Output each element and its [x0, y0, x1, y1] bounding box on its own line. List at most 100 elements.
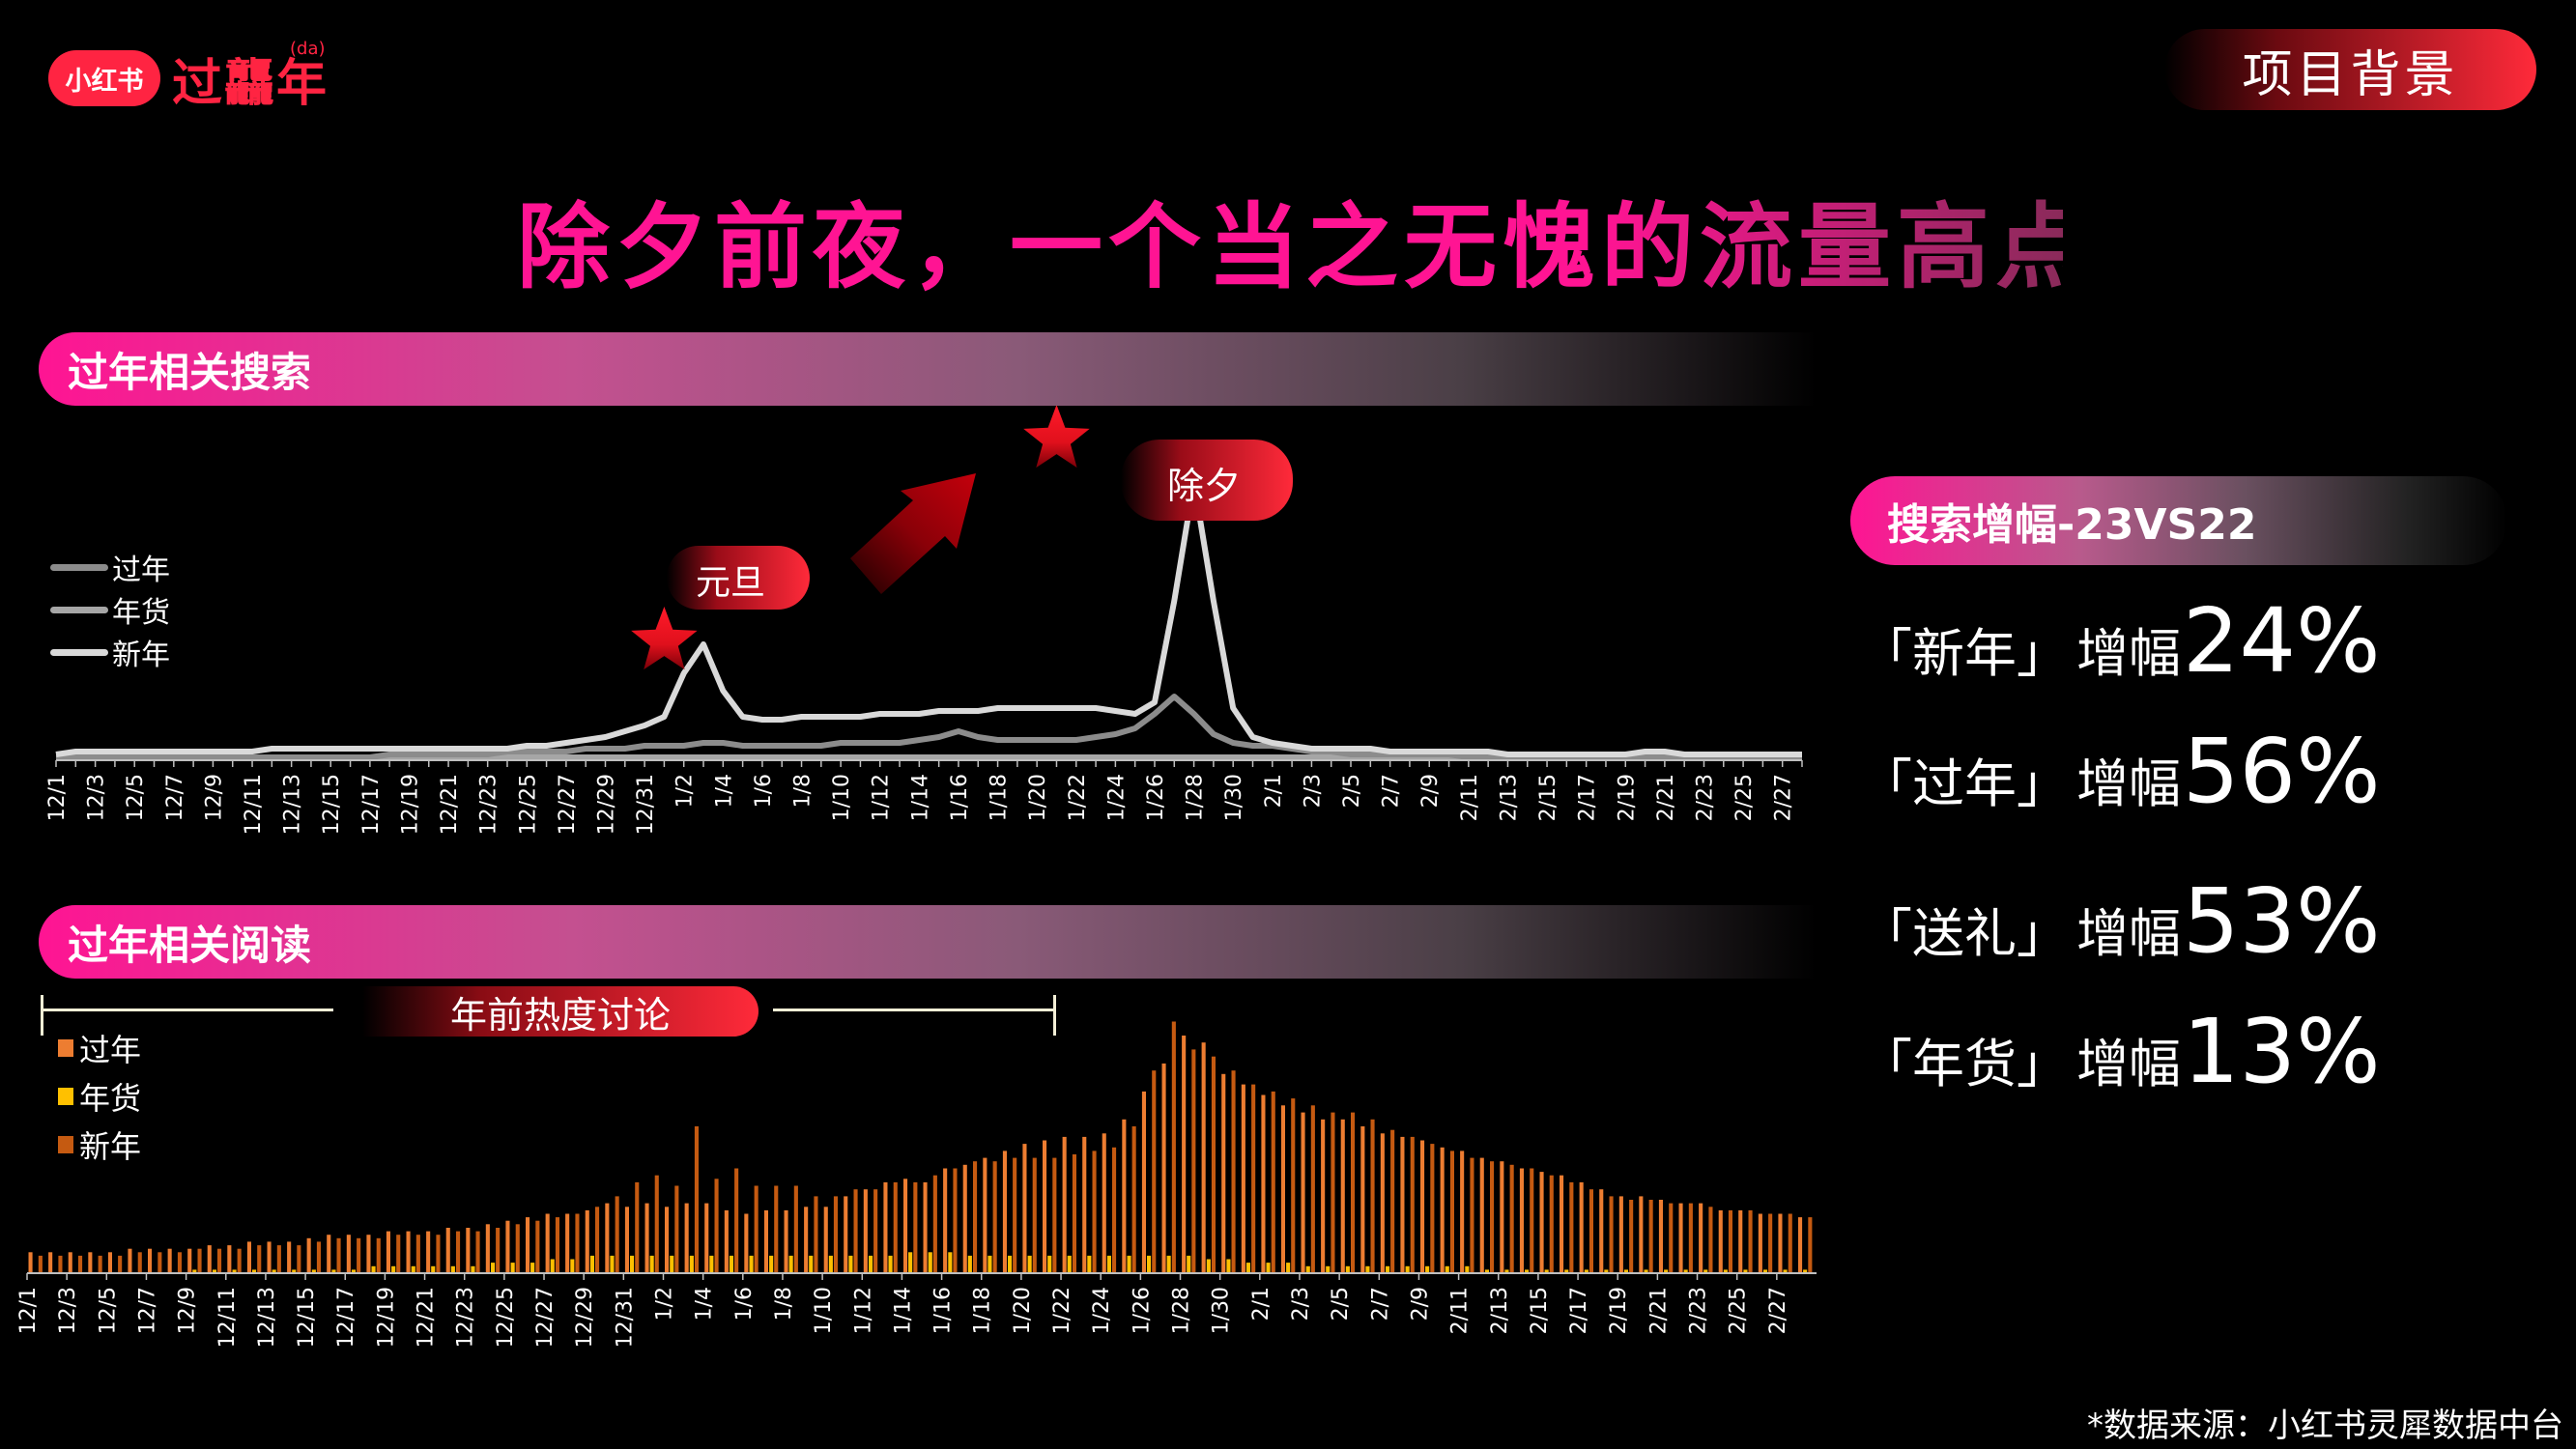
bar [118, 1255, 123, 1273]
bar [1241, 1084, 1245, 1273]
bar [1430, 1144, 1435, 1273]
bar [709, 1255, 714, 1273]
x-tick-label: 2/9 [1408, 1287, 1432, 1321]
x-tick-label: 1/4 [712, 774, 736, 808]
bar [316, 1241, 321, 1273]
bar [78, 1255, 83, 1273]
x-tick-label: 1/8 [791, 774, 816, 808]
x-tick-label: 12/27 [556, 774, 580, 835]
x-tick-label: 1/4 [693, 1287, 717, 1321]
bar [386, 1231, 390, 1273]
bar [694, 1126, 699, 1273]
bar [1609, 1196, 1614, 1273]
stat-row-guonian: 「过年」 增幅 56% [1860, 720, 2380, 823]
x-tick-label: 12/9 [202, 774, 226, 821]
bar [246, 1241, 251, 1273]
bar [1718, 1209, 1723, 1273]
legend-item: 过年 [58, 1024, 141, 1072]
x-tick-label: 12/31 [613, 1287, 637, 1348]
stat-value: 56% [2183, 720, 2381, 823]
logo-label: 小红书 [65, 66, 144, 97]
legend-label: 新年 [112, 639, 170, 672]
bar [491, 1263, 496, 1273]
search-section-header: 过年相关搜索 [39, 332, 1817, 406]
x-tick-label: 1/24 [1090, 1287, 1114, 1334]
bar [1738, 1209, 1743, 1273]
bar [814, 1196, 818, 1273]
bar [1544, 1269, 1549, 1273]
bar [1380, 1133, 1385, 1273]
legend-item: 新年 [58, 1121, 141, 1169]
bar [644, 1203, 649, 1273]
bar [396, 1235, 401, 1273]
bar [1808, 1217, 1813, 1273]
bar [1678, 1203, 1683, 1273]
bar [992, 1161, 997, 1273]
bar [1768, 1213, 1773, 1273]
bracket-label-pill: 年前热度讨论 [362, 986, 758, 1037]
x-tick-label: 1/10 [812, 1287, 836, 1334]
bar [496, 1228, 501, 1273]
bar [749, 1255, 754, 1273]
bar [774, 1185, 779, 1273]
bar [635, 1181, 640, 1273]
bar [1465, 1265, 1470, 1273]
bar [456, 1231, 461, 1273]
bar [769, 1255, 774, 1273]
bar [1201, 1042, 1206, 1273]
x-tick-label: 1/16 [948, 774, 972, 821]
bar [674, 1185, 679, 1273]
bar [267, 1241, 272, 1273]
legend-swatch-guonian [50, 563, 108, 571]
bracket-start-tick [41, 995, 43, 1036]
bar [1221, 1073, 1226, 1273]
bar [953, 1168, 958, 1273]
x-tick-label: 2/3 [1289, 1287, 1313, 1321]
legend-label: 年货 [112, 596, 170, 630]
bar [729, 1255, 733, 1273]
legend-swatch-guonian [58, 1039, 73, 1057]
bar [1539, 1172, 1544, 1273]
x-tick-label: 1/14 [908, 774, 932, 821]
bar [346, 1235, 351, 1273]
bar [526, 1217, 530, 1273]
stat-suffix: 增幅 [2076, 903, 2181, 964]
reading-section-heading: 过年相关阅读 [68, 921, 312, 969]
x-tick-label: 2/11 [1458, 774, 1482, 821]
bar [227, 1245, 232, 1273]
bar [1131, 1126, 1136, 1273]
bar [357, 1237, 361, 1273]
x-tick-label: 2/11 [1448, 1287, 1473, 1334]
bar [1271, 1091, 1275, 1273]
x-tick-label: 1/8 [772, 1287, 796, 1321]
legend-item: 新年 [50, 631, 170, 673]
search-section-heading: 过年相关搜索 [68, 348, 312, 396]
bar [1688, 1203, 1693, 1273]
bar [1584, 1269, 1589, 1273]
bar [1340, 1119, 1345, 1273]
bar [1703, 1269, 1708, 1273]
annotation-chuxi: 除夕 [1167, 465, 1242, 507]
x-tick-label: 1/28 [1184, 774, 1208, 821]
bar [107, 1252, 112, 1273]
x-tick-label: 12/7 [135, 1287, 159, 1334]
bar [1669, 1203, 1674, 1273]
section-tag: 项目背景 [2164, 29, 2536, 110]
star-icon [1023, 406, 1090, 469]
bar [823, 1207, 828, 1273]
bar [391, 1265, 396, 1273]
bar [257, 1245, 262, 1273]
bar [232, 1269, 237, 1273]
bar [1658, 1200, 1663, 1273]
x-tick-label: 1/10 [830, 774, 854, 821]
bar [38, 1255, 43, 1273]
bar [237, 1248, 242, 1273]
bar [1211, 1056, 1216, 1273]
bar [351, 1269, 356, 1273]
bar [1758, 1213, 1762, 1273]
x-tick-label: 2/17 [1567, 1287, 1591, 1334]
bar [545, 1213, 550, 1273]
bar [888, 1255, 893, 1273]
bar [1788, 1213, 1792, 1273]
reading-chart-legend: 过年 年货 新年 [58, 1024, 141, 1169]
